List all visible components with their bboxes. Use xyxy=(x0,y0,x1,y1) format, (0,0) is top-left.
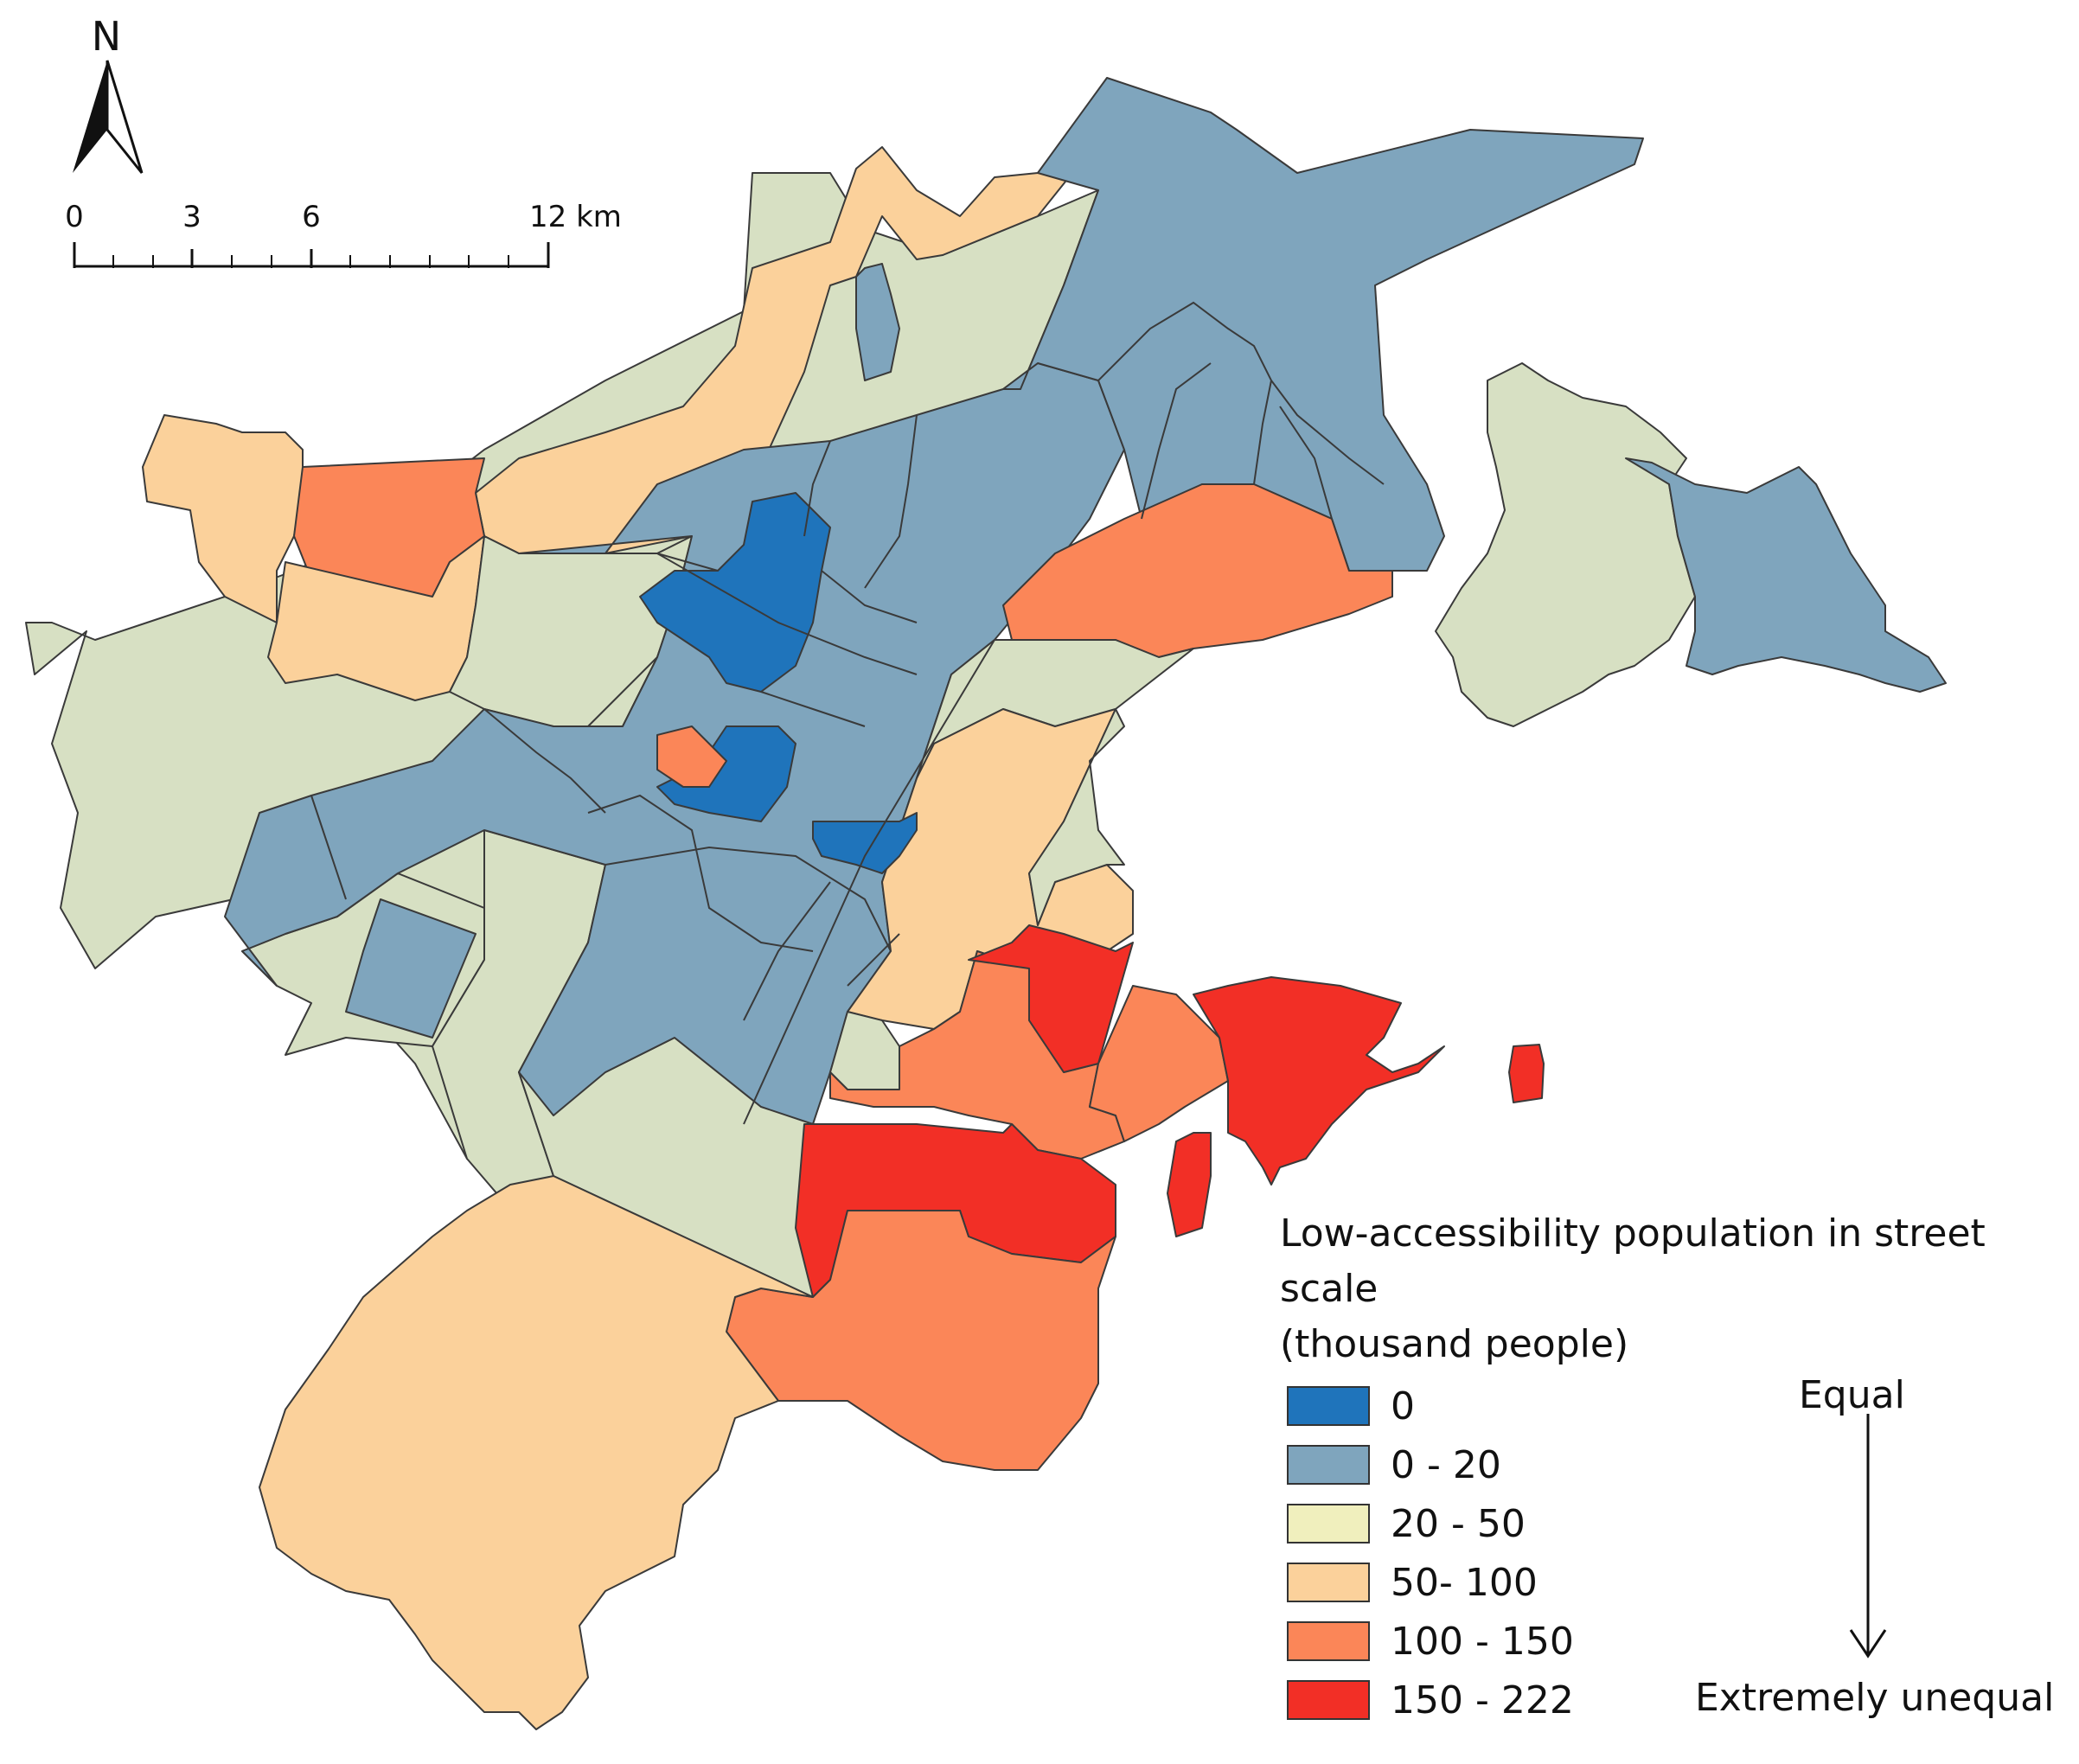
legend-label-1: 0 - 20 xyxy=(1391,1442,1501,1487)
legend-title-line1: Low-accessibility population in street xyxy=(1280,1211,1986,1256)
equal-label: Equal xyxy=(1799,1373,1905,1417)
legend-item-2: 20 - 50 xyxy=(1287,1499,1526,1548)
legend-swatch-1 xyxy=(1287,1445,1370,1485)
scale-bar: 0 3 6 12 km xyxy=(65,200,622,268)
region-darkblue-east-patch xyxy=(812,812,918,874)
region-green-island xyxy=(1435,362,1696,727)
region-red-small-island-west xyxy=(1167,1132,1212,1237)
region-blue-west-pocket xyxy=(345,898,477,1039)
region-blue-island-east xyxy=(1625,457,1947,693)
legend-title: Low-accessibility population in street s… xyxy=(1280,1206,2058,1372)
legend-swatch-5 xyxy=(1287,1680,1370,1720)
region-red-small-island-east xyxy=(1508,1044,1545,1103)
inequality-arrow xyxy=(1849,1414,1887,1659)
region-green-center-right xyxy=(1028,708,1125,926)
scale-tick-6: 6 xyxy=(302,200,321,234)
legend-label-3: 50- 100 xyxy=(1391,1560,1538,1605)
scale-tick-0: 0 xyxy=(65,200,84,234)
legend-title-line2: scale xyxy=(1280,1267,1379,1311)
legend-label-0: 0 xyxy=(1391,1384,1415,1428)
legend-label-2: 20 - 50 xyxy=(1391,1501,1526,1546)
north-arrow: N xyxy=(73,13,144,174)
region-red-east-large xyxy=(1193,976,1445,1186)
region-orange-central-small xyxy=(656,725,727,788)
region-peach-west xyxy=(267,535,485,701)
legend-swatch-3 xyxy=(1287,1563,1370,1602)
legend-item-3: 50- 100 xyxy=(1287,1558,1538,1607)
north-arrow-left-half xyxy=(73,61,107,173)
north-label: N xyxy=(92,13,121,60)
legend-swatch-2 xyxy=(1287,1504,1370,1544)
legend-item-4: 100 - 150 xyxy=(1287,1617,1574,1665)
legend-swatch-0 xyxy=(1287,1386,1370,1426)
legend-swatch-4 xyxy=(1287,1621,1370,1661)
legend-item-0: 0 xyxy=(1287,1382,1415,1430)
north-arrow-right-half xyxy=(106,60,144,174)
region-red-south-center xyxy=(968,924,1134,1073)
region-darkblue-core-north xyxy=(639,492,831,693)
scale-tick-3: 3 xyxy=(182,200,202,234)
street-regions xyxy=(25,77,1947,1730)
legend-label-4: 100 - 150 xyxy=(1391,1619,1574,1664)
legend-item-5: 150 - 222 xyxy=(1287,1676,1574,1724)
extremely-unequal-label: Extremely unequal xyxy=(1695,1676,2055,1720)
legend-label-5: 150 - 222 xyxy=(1391,1678,1574,1722)
region-blue-northeast xyxy=(1002,77,1644,572)
region-orange-south-center-right xyxy=(1089,985,1229,1142)
street-boundaries xyxy=(310,301,1385,1125)
region-peach-northwest xyxy=(142,414,304,623)
legend-item-1: 0 - 20 xyxy=(1287,1441,1501,1489)
region-peach-south xyxy=(259,1175,814,1730)
region-blue-north-enclave xyxy=(855,263,900,381)
scale-tick-12km: 12 km xyxy=(529,200,622,234)
legend-title-line3: (thousand people) xyxy=(1280,1322,1629,1366)
